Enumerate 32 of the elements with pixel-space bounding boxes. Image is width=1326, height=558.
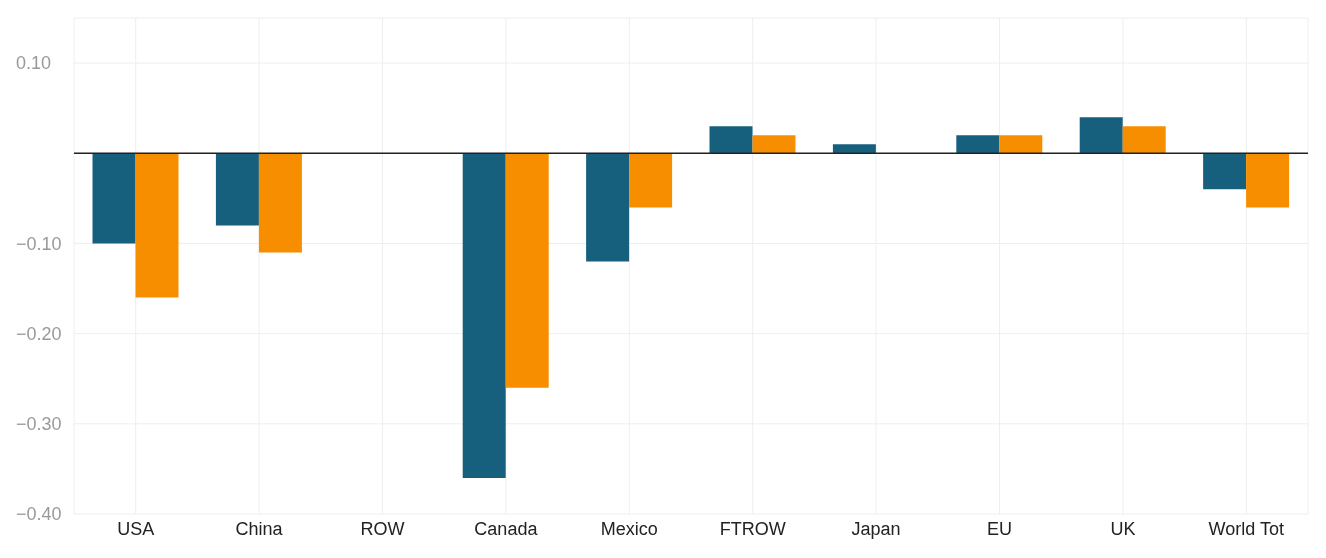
x-tick-label: China [235, 518, 284, 539]
bar [135, 153, 179, 298]
bar [92, 153, 136, 244]
bar [999, 135, 1043, 154]
x-tick-label: Canada [474, 518, 539, 539]
bar [752, 135, 796, 154]
bar [956, 135, 1000, 154]
bar [258, 153, 302, 253]
bar [1203, 153, 1247, 190]
x-tick-label: EU [986, 518, 1013, 539]
y-tick-label: −0.20 [16, 324, 62, 345]
bar [215, 153, 259, 226]
x-tick-label: ROW [360, 518, 405, 539]
x-tick-label: FTROW [719, 518, 786, 539]
y-tick-label: −0.40 [16, 504, 62, 525]
bar [629, 153, 673, 208]
bar [505, 153, 549, 388]
x-tick-label: World Tot [1208, 518, 1284, 539]
bar [1246, 153, 1290, 208]
bar [832, 144, 876, 154]
x-tick-label: UK [1110, 518, 1136, 539]
y-tick-label: 0.10 [16, 53, 52, 74]
bar [1079, 117, 1123, 154]
bar [709, 126, 753, 154]
x-tick-label: Japan [851, 518, 901, 539]
y-tick-label: −0.30 [16, 414, 62, 435]
x-tick-label: USA [117, 518, 155, 539]
bar [586, 153, 630, 262]
y-tick-label: −0.10 [16, 233, 62, 254]
bar [1122, 126, 1166, 154]
x-tick-label: Mexico [600, 518, 658, 539]
bar [462, 153, 506, 478]
